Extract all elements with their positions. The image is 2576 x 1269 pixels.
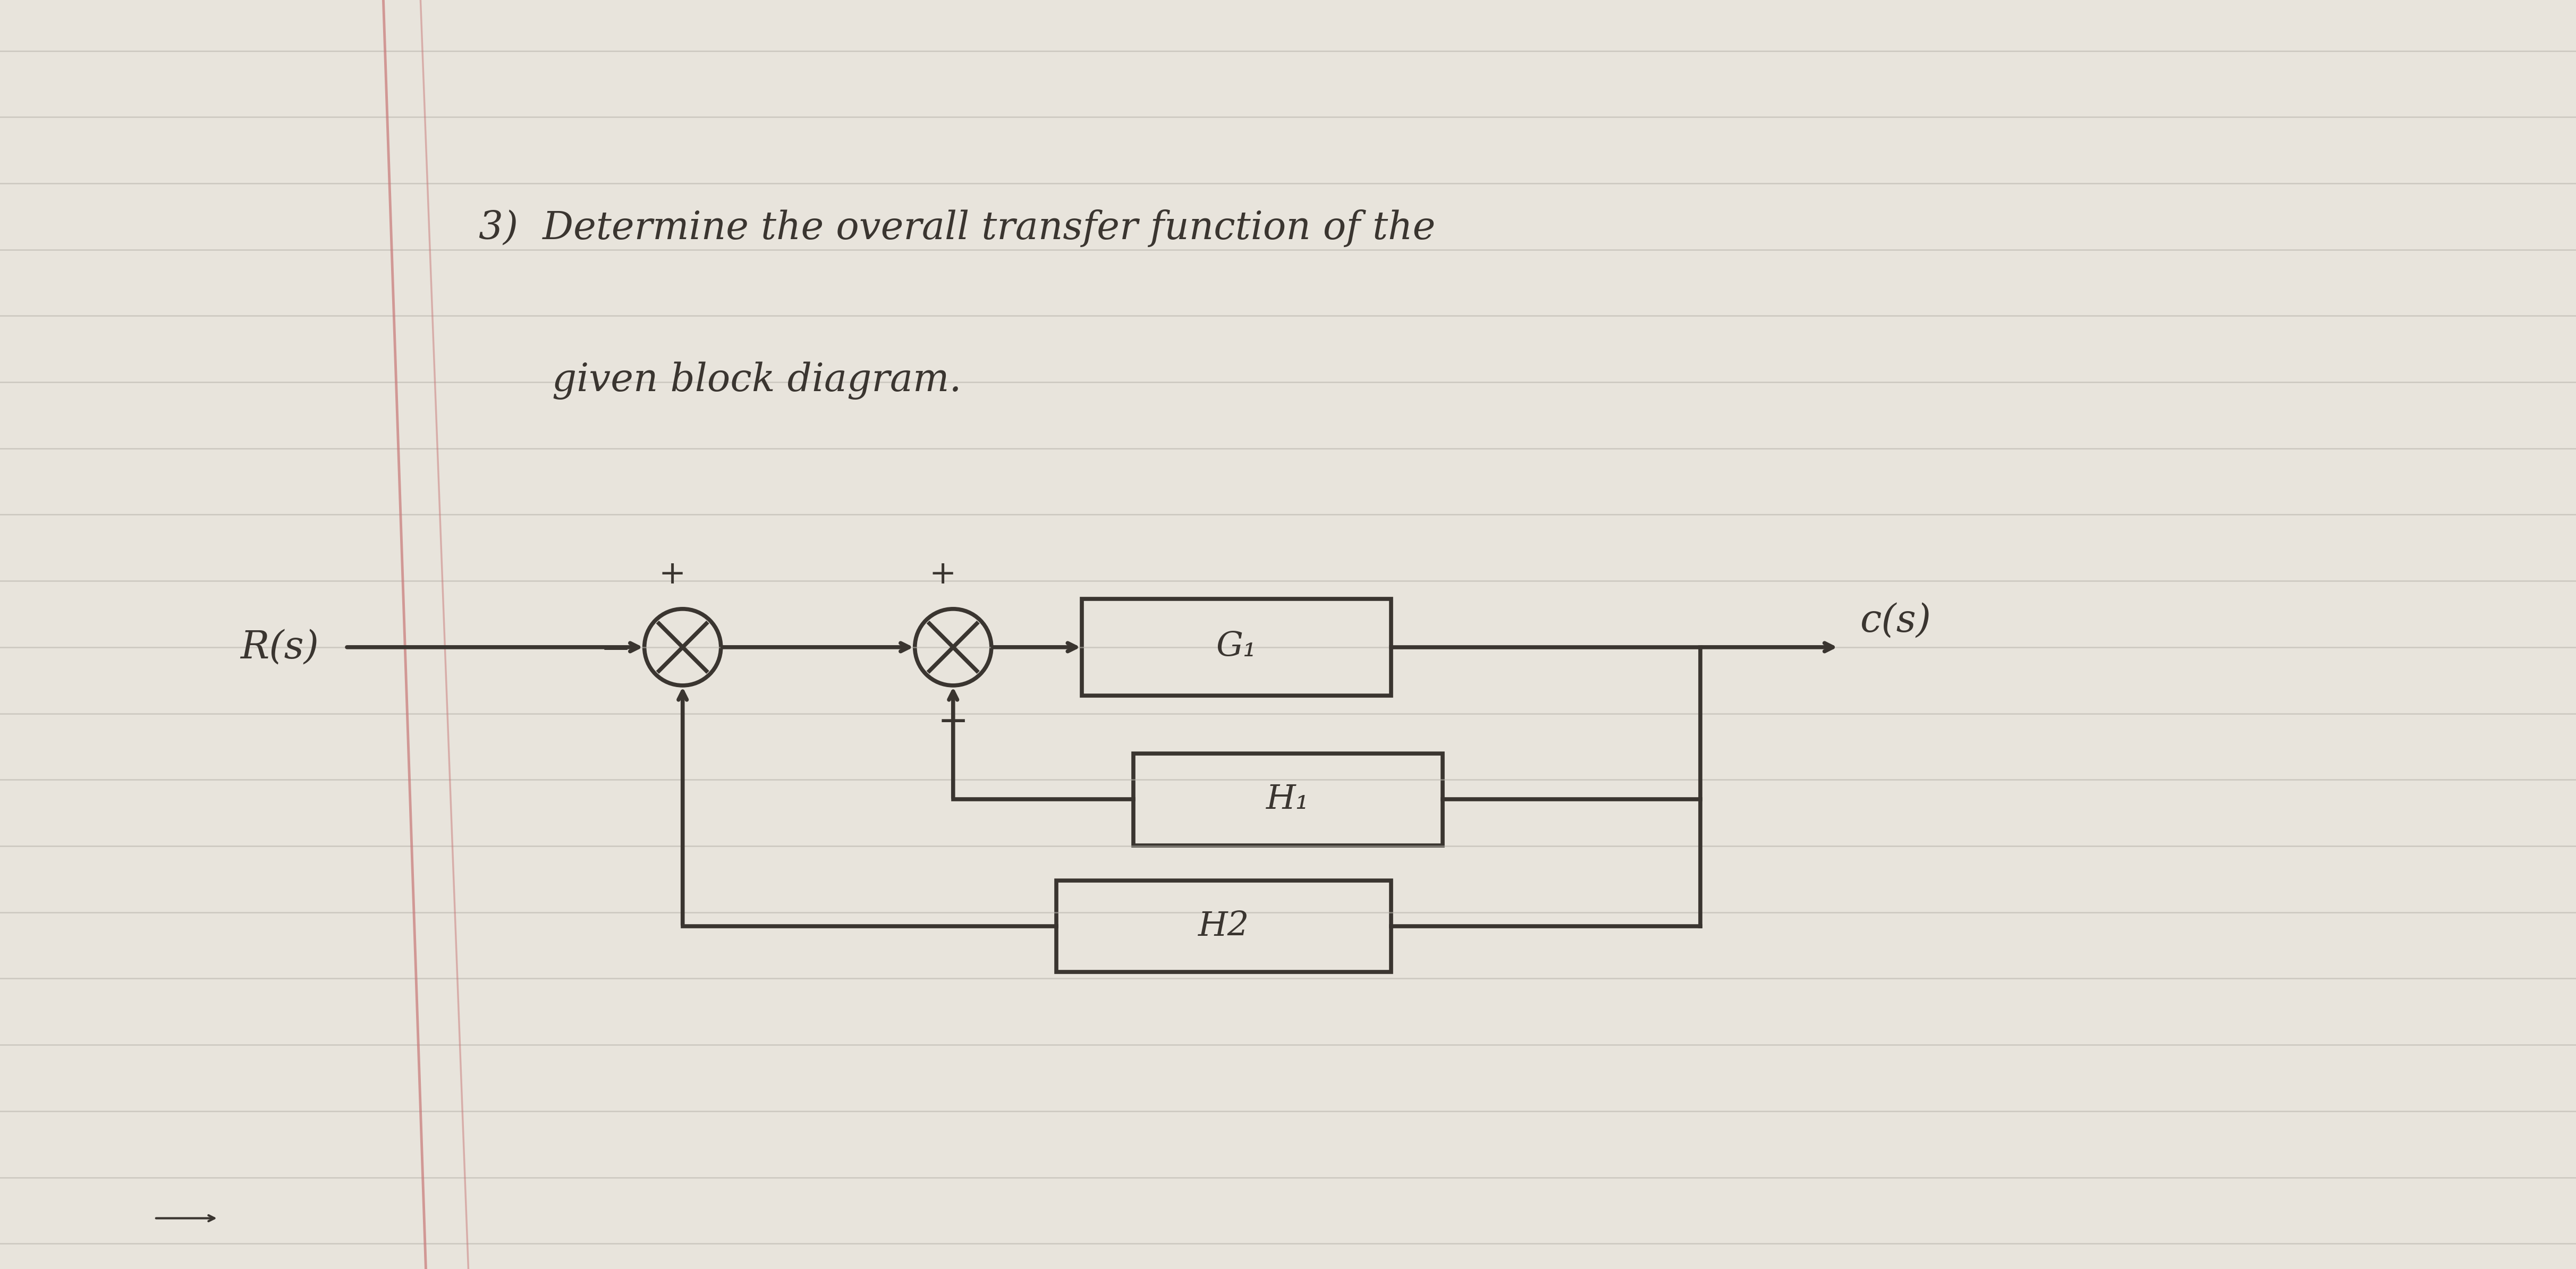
Text: −: − <box>938 704 969 740</box>
Text: H₁: H₁ <box>1267 783 1309 816</box>
Text: given block diagram.: given block diagram. <box>479 362 961 400</box>
Text: G₁: G₁ <box>1216 631 1257 664</box>
Text: c(s): c(s) <box>1860 602 1932 640</box>
Text: 3)  Determine the overall transfer function of the: 3) Determine the overall transfer functi… <box>479 209 1435 247</box>
Text: R(s): R(s) <box>240 628 319 666</box>
Text: −: − <box>600 632 631 667</box>
Text: +: + <box>659 558 685 590</box>
Text: H2: H2 <box>1198 910 1249 943</box>
Text: +: + <box>930 558 956 590</box>
